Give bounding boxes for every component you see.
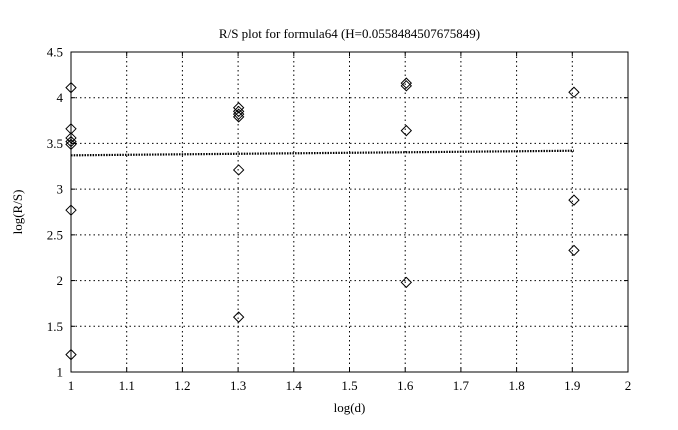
x-tick-label: 2	[625, 378, 632, 393]
data-point-diamond	[232, 164, 245, 176]
data-point-diamond	[232, 311, 245, 323]
y-tick-label: 3.5	[47, 136, 63, 151]
data-point-diamond	[232, 111, 245, 123]
data-point-diamond	[232, 102, 245, 114]
fit-line	[70, 149, 574, 157]
data-point-diamond	[232, 105, 245, 118]
y-tick-label: 1	[57, 365, 64, 380]
y-tick-label: 4.5	[47, 45, 63, 60]
x-axis-label: log(d)	[334, 400, 366, 415]
y-tick-label: 1.5	[47, 319, 63, 334]
data-point-diamond	[568, 86, 580, 98]
chart-title: R/S plot for formula64 (H=0.055848450767…	[219, 26, 480, 41]
x-tick-label: 1.4	[286, 378, 303, 393]
y-axis-label: log(R/S)	[10, 190, 25, 235]
y-tick-labels: 1 1.5 2 2.5 3 3.5 4 4.5	[47, 45, 64, 380]
grid-lines	[71, 52, 628, 372]
data-point-diamond	[400, 80, 413, 92]
plot-area-frame	[70, 51, 629, 373]
y-tick-label: 3	[57, 182, 64, 197]
fit-line-group	[70, 149, 574, 157]
x-tick-label: 1.2	[174, 378, 190, 393]
data-point-diamond	[568, 244, 580, 257]
data-point-diamond	[400, 124, 413, 137]
x-tick-label: 1.9	[564, 378, 580, 393]
x-tick-label: 1.3	[230, 378, 246, 393]
data-point-diamond	[568, 194, 580, 206]
x-tick-label: 1.8	[508, 378, 524, 393]
y-tick-label: 4	[57, 90, 64, 105]
x-tick-label: 1.1	[119, 378, 135, 393]
x-tick-label: 1.7	[453, 378, 470, 393]
data-point-diamond	[232, 108, 245, 120]
data-point-diamond	[400, 276, 413, 289]
x-tick-label: 1.5	[341, 378, 357, 393]
y-tick-label: 2.5	[47, 227, 63, 242]
data-points	[65, 77, 580, 361]
x-tick-label: 1	[68, 378, 75, 393]
x-tick-labels: 1 1.1 1.2 1.3 1.4 1.5 1.6 1.7 1.8 1.9 2	[68, 378, 632, 393]
y-tick-label: 2	[57, 273, 64, 288]
axis-ticks	[70, 51, 629, 373]
data-point-diamond	[400, 77, 413, 89]
x-tick-label: 1.6	[397, 378, 414, 393]
